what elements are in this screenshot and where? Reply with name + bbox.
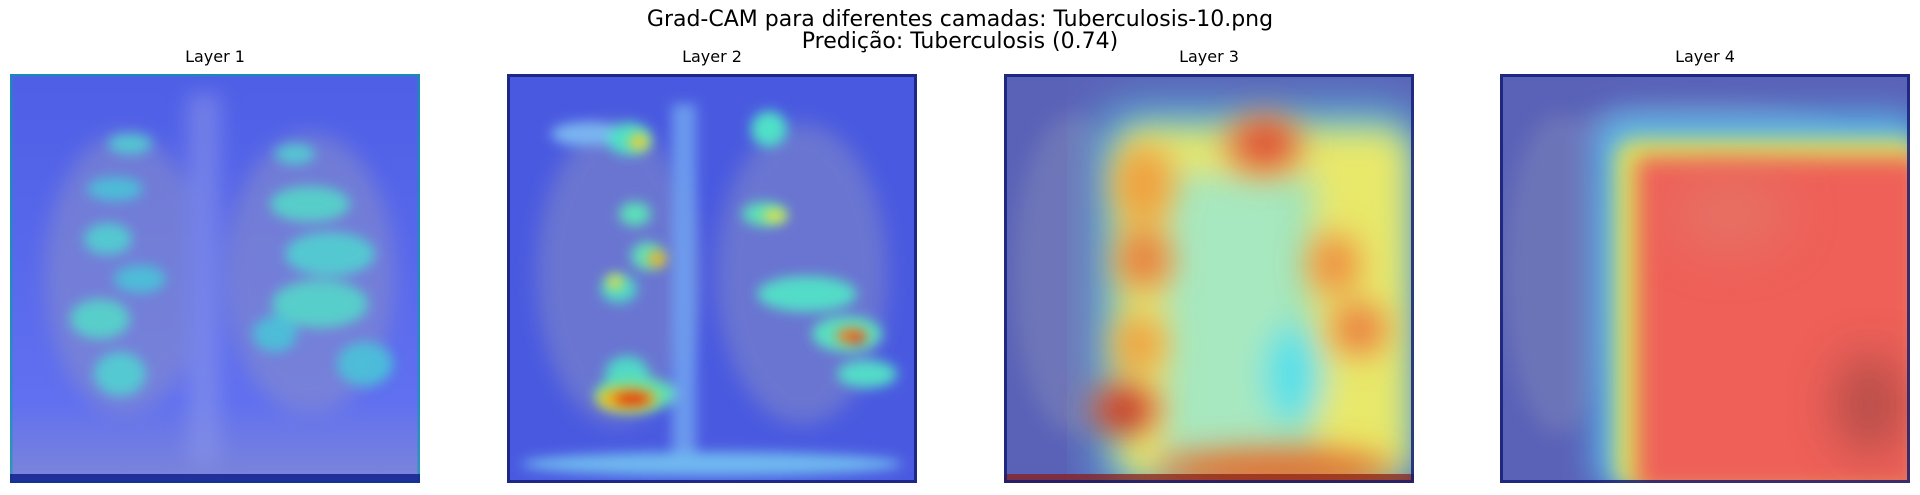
panel-title: Layer 1 xyxy=(185,47,245,66)
prediction-subtitle: Predição: Tuberculosis (0.74) xyxy=(801,29,1119,54)
gradcam-panel-layer-3: Layer 3 xyxy=(1004,48,1414,483)
gradcam-panel-layer-4: Layer 4 xyxy=(1500,48,1910,483)
panel-title: Layer 4 xyxy=(1675,47,1735,66)
figure-title: Grad-CAM para diferentes camadas: Tuberc… xyxy=(646,7,1274,32)
gradcam-image-layer-2 xyxy=(507,74,917,483)
gradcam-image-layer-1 xyxy=(10,74,420,483)
gradcam-image-layer-4 xyxy=(1500,74,1910,483)
panel-title: Layer 2 xyxy=(682,47,742,66)
gradcam-image-layer-3 xyxy=(1004,74,1414,483)
panel-title: Layer 3 xyxy=(1179,47,1239,66)
gradcam-panel-layer-1: Layer 1 xyxy=(10,48,420,483)
gradcam-panel-layer-2: Layer 2 xyxy=(507,48,917,483)
